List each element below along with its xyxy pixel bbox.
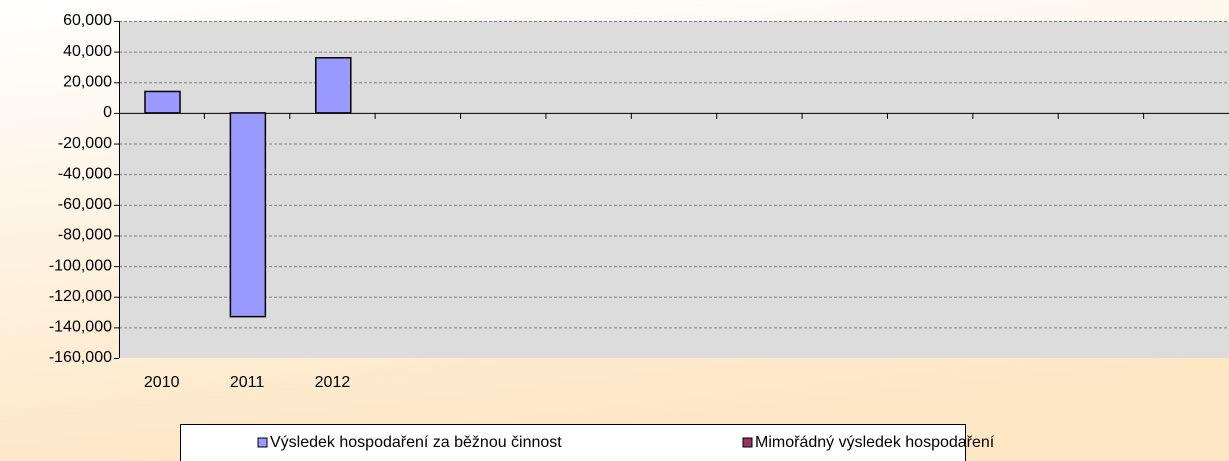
- bar: [315, 57, 352, 114]
- y-tick-label: 60,000: [63, 12, 112, 29]
- y-tick-label: -140,000: [49, 319, 112, 336]
- legend-swatch: [257, 437, 268, 448]
- y-tick-label: -60,000: [58, 196, 112, 213]
- legend-swatch: [742, 437, 753, 448]
- legend-box: [180, 424, 966, 461]
- plot-area: [119, 21, 1229, 358]
- y-tick-label: 20,000: [63, 73, 112, 90]
- y-tick-label: -100,000: [49, 257, 112, 274]
- y-tick-label: -40,000: [58, 165, 112, 182]
- y-tick-label: -120,000: [49, 288, 112, 305]
- y-tick-label: -20,000: [58, 135, 112, 152]
- x-tick-label: 2010: [144, 374, 180, 391]
- y-tick-label: -80,000: [58, 227, 112, 244]
- x-tick-label: 2011: [230, 374, 265, 391]
- y-tick-label: 40,000: [63, 43, 112, 60]
- legend: Výsledek hospodaření za běžnou činnost Mi…: [180, 424, 995, 461]
- bar: [144, 90, 181, 114]
- y-tick-label: 0: [103, 104, 112, 121]
- legend-label: Výsledek hospodaření za běžnou činnost: [270, 434, 562, 451]
- bar: [229, 112, 267, 318]
- y-tick-label: -160,000: [49, 349, 112, 366]
- x-tick-label: 2012: [315, 374, 351, 391]
- legend-label: Mimořádný výsledek hospodaření: [755, 434, 995, 451]
